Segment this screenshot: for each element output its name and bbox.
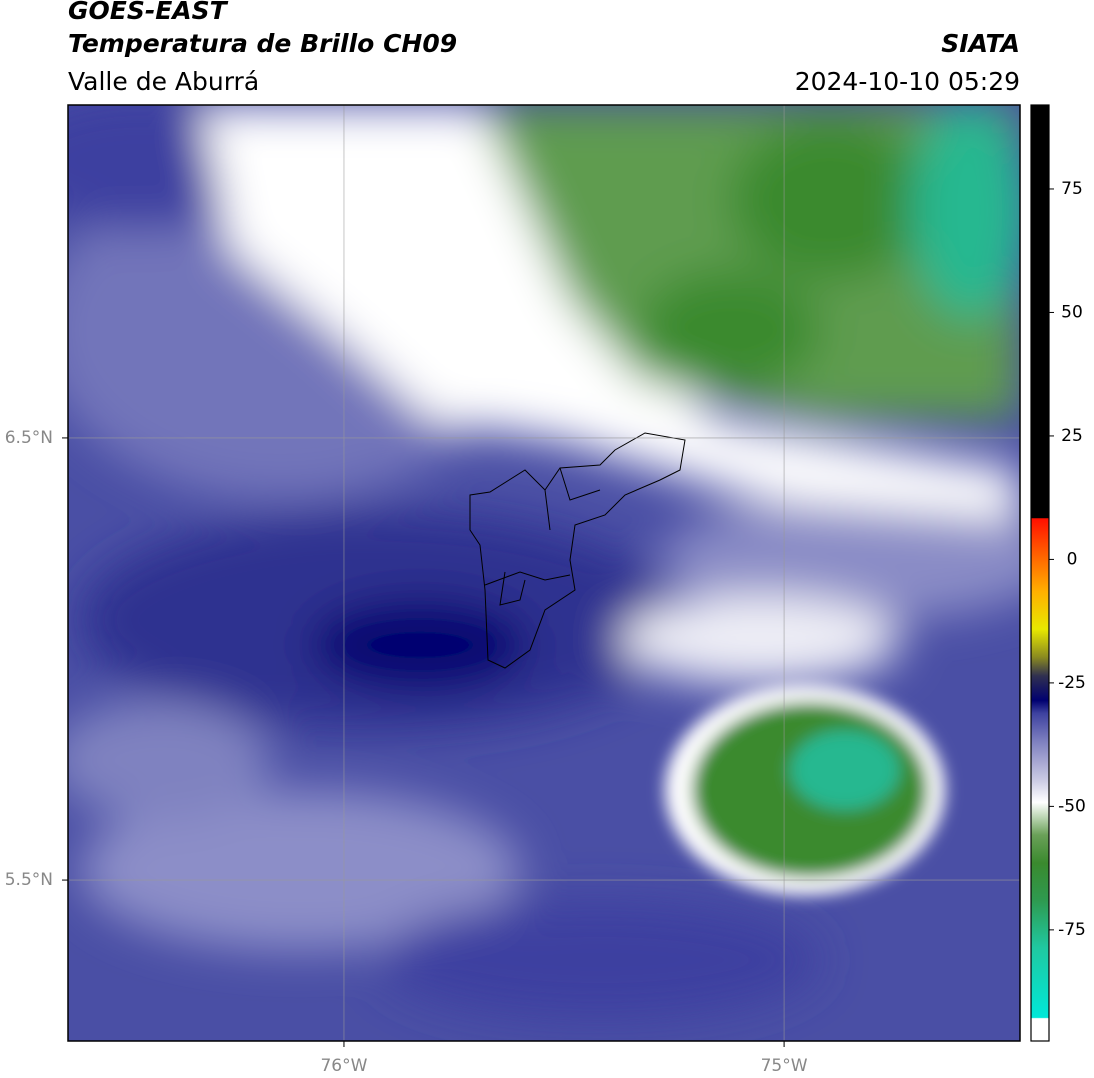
colorbar-tick-label: 0 bbox=[1067, 549, 1078, 569]
y-tick-label: 6.5°N bbox=[5, 428, 53, 448]
x-tick-label: 76°W bbox=[320, 1056, 367, 1076]
colorbar-tick-label: 75 bbox=[1061, 179, 1083, 199]
map-frame bbox=[67, 104, 1021, 1042]
subtitle: Temperatura de Brillo CH09 bbox=[68, 29, 457, 58]
colorbar-tick-label: 50 bbox=[1061, 302, 1083, 322]
grid bbox=[68, 105, 1020, 1041]
colorbar-tick-label: 25 bbox=[1061, 426, 1083, 446]
colorbar-tick-label: -75 bbox=[1058, 920, 1086, 940]
y-tick-label: 5.5°N bbox=[5, 870, 53, 890]
datetime: 2024-10-10 05:29 bbox=[795, 67, 1020, 96]
title: GOES-EAST bbox=[68, 0, 229, 25]
colorbar-tick-label: -25 bbox=[1058, 673, 1086, 693]
satellite-image bbox=[68, 105, 1020, 1041]
colorbar bbox=[1030, 104, 1050, 1042]
region: Valle de Aburrá bbox=[68, 67, 259, 96]
source: SIATA bbox=[941, 29, 1020, 58]
colorbar-tick-label: -50 bbox=[1058, 796, 1086, 816]
x-tick-label: 75°W bbox=[761, 1056, 808, 1076]
